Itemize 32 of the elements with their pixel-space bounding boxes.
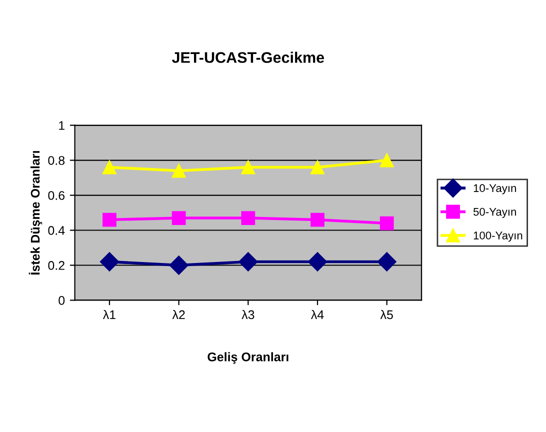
chart-title: JET-UCAST-Gecikme	[172, 52, 324, 63]
point	[102, 212, 116, 227]
point	[100, 252, 120, 272]
y-axis-title: İstek Düşme Oranları	[28, 151, 42, 274]
point	[102, 160, 116, 174]
x-tick-label: λ2	[172, 310, 185, 320]
x-tick-label: λ3	[242, 310, 254, 320]
legend-label: 10-Yayın	[474, 184, 516, 194]
point	[238, 252, 258, 272]
point	[172, 164, 186, 178]
point	[308, 252, 328, 272]
y-tick-label: 0.2	[48, 261, 64, 270]
x-tick-label: λ1	[102, 310, 116, 320]
point	[310, 160, 324, 174]
x-tick-label: λ5	[380, 310, 393, 320]
legend-label: 50-Yayın	[473, 208, 516, 218]
y-tick-label: 0.8	[48, 156, 65, 165]
point	[380, 153, 394, 168]
y-tick-label: 0.6	[48, 191, 65, 200]
point	[169, 256, 188, 275]
point	[241, 160, 256, 174]
x-axis-title: Geliş Oranları	[208, 352, 288, 364]
x-tick-label: λ4	[310, 310, 324, 320]
legend-label: 100-Yayın	[474, 232, 522, 242]
y-tick-label: 1	[59, 121, 64, 130]
y-tick-label: 0.4	[48, 226, 65, 235]
point	[241, 211, 256, 225]
point	[380, 216, 394, 230]
point	[172, 211, 186, 225]
point	[377, 252, 396, 272]
point	[310, 212, 324, 227]
y-tick-label: 0	[58, 296, 65, 305]
